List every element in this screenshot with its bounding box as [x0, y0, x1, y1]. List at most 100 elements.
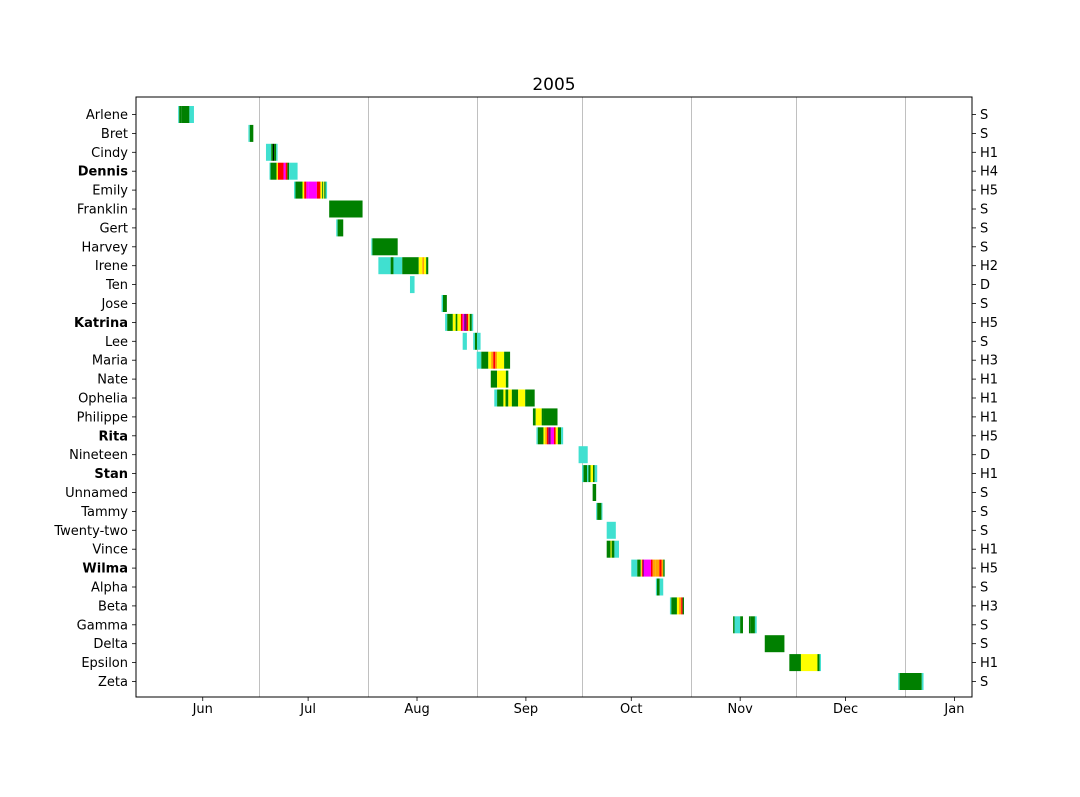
storm-name-unnamed: Unnamed: [65, 486, 128, 501]
storm-segment-emily-2: [302, 181, 305, 199]
storm-segment-beta-4: [681, 597, 683, 615]
storm-segment-gamma-4: [750, 616, 755, 634]
storm-segment-cindy-4: [276, 143, 278, 161]
storm-segment-gamma-3: [748, 616, 751, 634]
storm-segment-rita-4: [546, 427, 549, 445]
storm-segment-ophelia-4: [508, 389, 512, 407]
storm-segment-irene-0: [378, 257, 391, 275]
storm-name-katrina: Katrina: [74, 316, 128, 331]
storm-segment-jose-0: [441, 295, 444, 312]
storm-name-vince: Vince: [92, 543, 128, 558]
storm-segment-wilma-8: [655, 559, 660, 577]
storm-category-gert: S: [980, 221, 988, 236]
storm-segment-katrina-7: [464, 313, 467, 331]
storm-name-jose: Jose: [100, 297, 128, 312]
storm-segment-dennis-5: [285, 162, 288, 180]
storm-category-nineteen: D: [980, 448, 990, 463]
storm-segment-emily-6: [316, 181, 321, 199]
storm-category-delta: S: [980, 637, 988, 652]
storm-segment-katrina-8: [466, 313, 469, 331]
storm-segment-irene-6: [424, 257, 427, 275]
storm-category-rita: H5: [980, 429, 998, 444]
storm-segment-dennis-7: [289, 162, 298, 180]
storm-segment-katrina-0: [445, 313, 448, 331]
storm-segment-irene-2: [393, 257, 403, 275]
storm-segment-maria-7: [504, 351, 511, 369]
storm-segment-maria-0: [476, 351, 482, 369]
storm-segment-beta-0: [669, 597, 672, 615]
storm-segment-emily-4: [306, 181, 309, 199]
storm-segment-emily-1: [295, 181, 303, 199]
storm-name-franklin: Franklin: [77, 203, 128, 218]
storm-segment-katrina-9: [468, 313, 470, 331]
storm-segment-twenty-two-0: [606, 521, 616, 539]
storm-segment-epsilon-2: [817, 654, 820, 672]
storm-segment-katrina-4: [457, 313, 461, 331]
storm-segment-alpha-0: [655, 578, 657, 596]
storm-segment-wilma-7: [652, 559, 656, 577]
storm-segment-rita-3: [545, 427, 547, 445]
storm-segment-vince-0: [606, 540, 611, 558]
storm-segment-philippe-3: [543, 408, 558, 426]
storm-segment-emily-3: [304, 181, 307, 199]
storm-segment-cindy-1: [271, 143, 273, 161]
storm-segment-maria-5: [495, 351, 498, 369]
storm-segment-dennis-0: [269, 162, 271, 180]
storm-segment-gamma-1: [734, 616, 741, 634]
storm-segment-ophelia-7: [519, 389, 526, 407]
storm-name-delta: Delta: [93, 637, 128, 652]
storm-segment-dennis-6: [287, 162, 290, 180]
storm-segment-lee-0: [462, 332, 467, 350]
storm-segment-emily-11: [325, 181, 328, 199]
storm-category-stan: H1: [980, 467, 998, 482]
storm-name-irene: Irene: [95, 259, 128, 274]
storm-segment-arlene-2: [181, 106, 190, 123]
storm-segment-dennis-3: [277, 162, 284, 180]
storm-segment-philippe-1: [535, 408, 542, 426]
storm-segment-vince-2: [611, 540, 615, 558]
storm-segment-ophelia-5: [511, 389, 519, 407]
storm-segment-emily-9: [323, 181, 325, 199]
storm-segment-franklin-0: [329, 200, 363, 218]
storm-segment-tammy-2: [601, 502, 603, 520]
storm-segment-irene-7: [426, 257, 429, 275]
storm-segment-zeta-1: [899, 673, 922, 690]
storm-segment-maria-6: [497, 351, 505, 369]
storm-category-lee: S: [980, 335, 988, 350]
storm-segment-wilma-0: [631, 559, 638, 577]
storm-segment-lee-3: [477, 332, 481, 350]
storm-segment-maria-3: [491, 351, 494, 369]
storm-segment-beta-2: [676, 597, 680, 615]
storm-segment-zeta-2: [921, 673, 924, 690]
storm-segment-rita-10: [561, 427, 564, 445]
storm-segment-epsilon-1: [800, 654, 818, 672]
storm-name-emily: Emily: [92, 184, 128, 199]
storm-segment-dennis-1: [270, 162, 277, 180]
storm-segment-katrina-1: [447, 313, 453, 331]
storm-segment-bret-1: [249, 124, 254, 142]
storm-category-unnamed: S: [980, 486, 988, 501]
storm-segment-wilma-5: [643, 559, 651, 577]
storm-segment-stan-6: [594, 465, 598, 483]
storm-segment-stan-1: [583, 465, 588, 483]
storm-name-philippe: Philippe: [77, 410, 128, 425]
storm-segment-irene-1: [390, 257, 394, 275]
storm-segment-epsilon-3: [819, 654, 821, 672]
storm-segment-zeta-0: [898, 673, 900, 690]
storm-category-harvey: S: [980, 240, 988, 255]
storm-name-labels: Arlene Bret Cindy Dennis Emily Franklin Gert Ha…: [53, 108, 136, 690]
storm-category-beta: H3: [980, 599, 998, 614]
storm-segment-arlene-0: [178, 106, 180, 123]
storm-category-alpha: S: [980, 581, 988, 596]
storm-segment-nate-0: [490, 370, 498, 388]
storm-segment-bret-0: [248, 124, 250, 142]
storm-segment-rita-9: [557, 427, 562, 445]
storm-category-franklin: S: [980, 203, 988, 218]
storm-name-nate: Nate: [97, 373, 128, 388]
storm-segment-emily-10: [324, 181, 326, 199]
storm-segment-stan-0: [582, 465, 584, 483]
storm-segment-stan-4: [590, 465, 593, 483]
storm-segment-gamma-2: [740, 616, 743, 634]
storm-category-bret: S: [980, 127, 988, 142]
